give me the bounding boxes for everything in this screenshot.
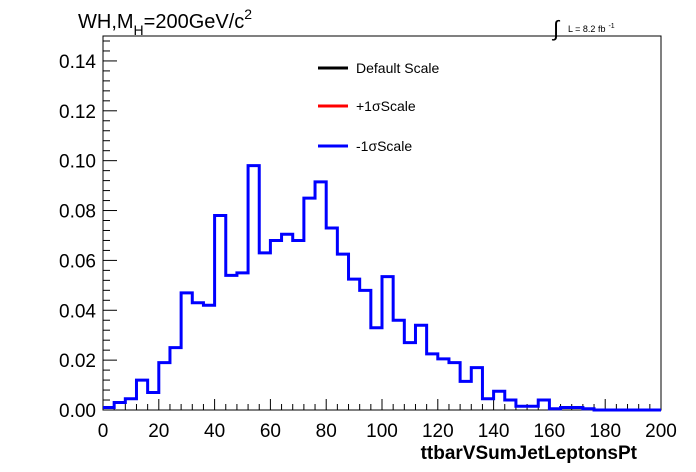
y-tick-label: 0.02 [59,351,96,372]
y-tick-label: 0.10 [59,152,96,173]
legend-label: -1σScale [356,138,412,154]
y-tick-label: 0.00 [59,401,96,422]
x-tick-label: 0 [98,421,109,442]
x-tick-label: 60 [260,421,281,442]
y-axis: 0.00 0.02 0.04 0.06 0.08 0.10 0.12 0.14 [59,40,117,422]
luminosity-label: L = 8.2 fb -1 [568,23,615,34]
x-tick-label: 180 [589,421,621,442]
x-tick-label: 80 [316,421,337,442]
y-tick-label: 0.08 [59,202,96,223]
integral-sign: ∫ [551,16,561,41]
y-tick-label: 0.04 [59,301,96,322]
x-axis: 0 20 40 60 80 100 120 140 160 180 200 [98,399,677,442]
y-tick-label: 0.06 [59,251,96,272]
legend-label: +1σScale [356,98,416,114]
legend-label: Default Scale [356,60,439,76]
x-tick-label: 140 [478,421,510,442]
x-axis-label: ttbarVSumJetLeptonsPt [421,443,638,464]
chart-title: WH,MH=200GeV/c2 [78,6,252,38]
x-tick-label: 200 [645,421,677,442]
y-tick-label: 0.12 [59,102,96,123]
x-tick-label: 20 [148,421,169,442]
x-tick-label: 100 [366,421,398,442]
x-tick-label: 120 [422,421,454,442]
x-tick-label: 160 [534,421,566,442]
y-tick-label: 0.14 [59,52,96,73]
series-line-minus1sigma [103,164,661,412]
x-tick-label: 40 [204,421,225,442]
plot-frame [102,35,662,411]
legend: Default Scale +1σScale -1σScale [318,60,439,154]
